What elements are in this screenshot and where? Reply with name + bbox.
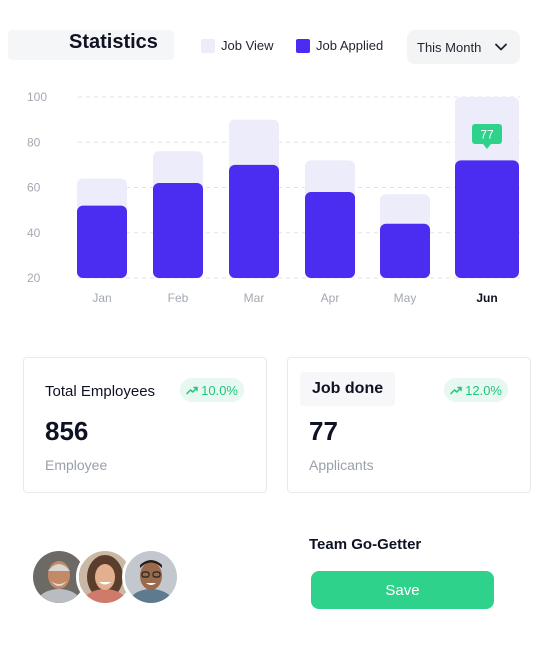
legend-label-job-applied: Job Applied	[316, 38, 384, 53]
x-tick-label: Mar	[244, 291, 265, 305]
tooltip-pointer	[483, 144, 491, 149]
y-tick-label: 20	[27, 271, 41, 285]
legend-swatch-job-applied	[296, 38, 310, 53]
card-value: 77	[309, 416, 338, 446]
change-badge: 12.0%	[444, 378, 508, 402]
card-title: Total Employees	[45, 383, 156, 400]
x-tick-label: Jan	[92, 291, 111, 305]
y-tick-label: 100	[27, 90, 47, 104]
x-tick-label: Feb	[168, 291, 189, 305]
page-title: Statistics	[69, 31, 158, 53]
x-tick-label: May	[394, 291, 417, 305]
save-button[interactable]: Save	[311, 571, 494, 609]
legend-swatch-job-view	[201, 38, 215, 53]
y-tick-label: 80	[27, 135, 41, 149]
trend-up-icon	[450, 386, 462, 395]
card-total-employees: Total Employees 10.0% 856 Employee	[23, 357, 267, 493]
card-caption: Employee	[45, 457, 108, 473]
y-tick-label: 60	[27, 181, 41, 195]
team-avatars	[30, 548, 190, 608]
person-avatar-icon	[79, 551, 131, 603]
tooltip-box	[472, 124, 502, 144]
bar-job-applied	[229, 164, 279, 278]
bar-job-applied	[455, 160, 519, 278]
card-value: 856	[45, 416, 89, 446]
trend-up-icon	[186, 386, 198, 395]
y-tick-label: 40	[27, 226, 41, 240]
period-dropdown[interactable]: This Month	[407, 30, 520, 64]
x-tick-label: Jun	[476, 291, 497, 305]
card-job-done: Job done 12.0% 77 Applicants	[287, 357, 531, 493]
legend-label-job-view: Job View	[221, 38, 274, 53]
avatar	[122, 548, 180, 606]
person-avatar-icon	[125, 551, 177, 603]
title-background	[8, 30, 174, 60]
card-caption: Applicants	[309, 457, 374, 473]
legend-job-view: Job View	[201, 38, 274, 53]
x-tick-label: Apr	[321, 291, 340, 305]
tooltip-label: 77	[480, 128, 494, 142]
bar-job-applied	[305, 192, 355, 278]
change-badge-value: 10.0%	[201, 382, 238, 398]
card-title: Job done	[300, 372, 396, 406]
bar-job-applied	[380, 223, 430, 278]
team-name: Team Go-Getter	[309, 536, 422, 553]
bar-job-applied	[77, 205, 127, 278]
statistics-bar-chart: 100 80 60 40 20 Jan Feb Mar Apr May Jun 77	[27, 90, 520, 305]
change-badge-value: 12.0%	[465, 382, 502, 398]
change-badge: 10.0%	[180, 378, 244, 402]
bar-job-applied	[153, 182, 203, 278]
chevron-down-icon	[495, 43, 507, 51]
period-dropdown-value: This Month	[417, 39, 482, 55]
legend-job-applied: Job Applied	[296, 38, 383, 53]
